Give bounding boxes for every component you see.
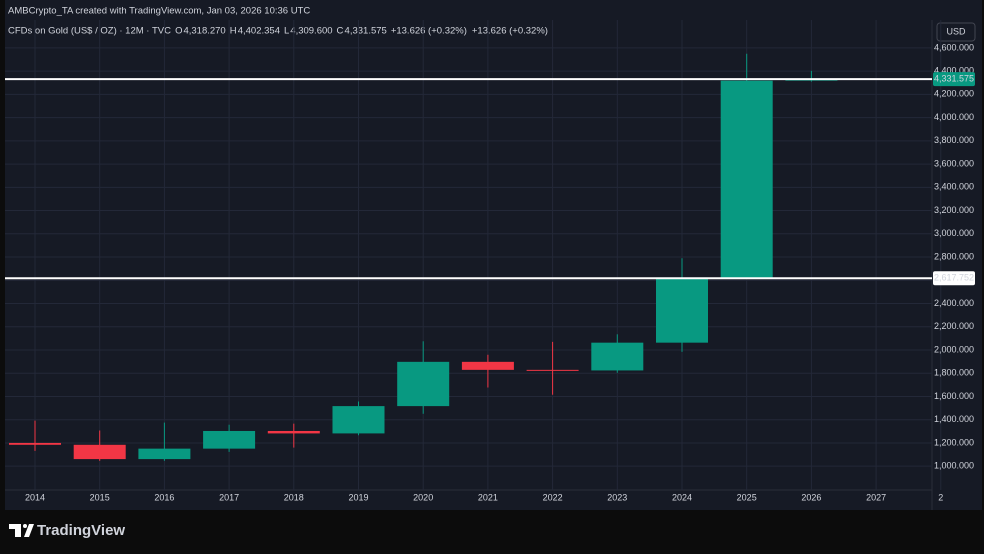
y-tick-label: 2,000.000 <box>934 344 974 354</box>
candle-body <box>9 442 61 445</box>
y-tick-label: 1,200.000 <box>934 437 974 447</box>
logo <box>9 524 34 537</box>
y-tick-label: 1,600.000 <box>934 391 974 401</box>
x-tick-label: 2023 <box>607 492 627 502</box>
currency-button[interactable] <box>936 22 976 42</box>
ohlc-value: 4,402.354 <box>238 26 280 37</box>
price-label-box <box>933 271 975 286</box>
candle-body <box>138 448 191 460</box>
candle-body <box>720 80 773 278</box>
ohlc-value: 4,331.575 <box>345 26 387 37</box>
x-tick-label: 2 <box>938 492 943 502</box>
candle-body <box>397 361 450 407</box>
ohlc-value: 4,309.600 <box>290 26 332 37</box>
ohlc-key: H <box>230 26 237 37</box>
y-tick-label: 4,600.000 <box>934 42 974 52</box>
x-tick-label: 2027 <box>866 492 886 502</box>
grid <box>5 20 942 490</box>
y-tick-label: 3,200.000 <box>934 205 974 215</box>
x-tick-label: 2022 <box>543 492 563 502</box>
x-tick-label: 2018 <box>284 492 304 502</box>
x-tick-label: 2021 <box>478 492 498 502</box>
x-tick-label: 2024 <box>672 492 692 502</box>
ohlc-key: O <box>175 26 182 37</box>
x-tick-label: 2016 <box>154 492 174 502</box>
brand: TradingView <box>37 522 125 539</box>
symbol: CFDs on Gold (US$ / OZ) · 12M · TVC <box>8 26 171 37</box>
ohlc-key: L <box>284 26 289 37</box>
currency[interactable]: USD <box>946 26 966 36</box>
candle-body <box>526 369 579 371</box>
ohlc-value: 4,318.270 <box>183 26 225 37</box>
y-tick-label: 2,400.000 <box>934 298 974 308</box>
y-tick-label: 1,000.000 <box>934 461 974 471</box>
candle-body <box>591 342 644 371</box>
chart-panel <box>5 0 982 510</box>
candle-body <box>267 430 320 434</box>
y-tick-label: 4,200.000 <box>934 89 974 99</box>
candle-body <box>203 430 256 449</box>
x-tick-label: 2025 <box>737 492 757 502</box>
y-tick-label: 1,800.000 <box>934 368 974 378</box>
candle-body <box>73 444 126 460</box>
x-tick-label: 2017 <box>219 492 239 502</box>
price-label: 2,617.752 <box>934 273 974 283</box>
price-label-box <box>933 72 975 87</box>
y-tick-label: 2,800.000 <box>934 251 974 261</box>
y-tick-label: 1,400.000 <box>934 414 974 424</box>
candle-body <box>461 361 514 370</box>
logo-dot <box>23 524 27 528</box>
logo-mark <box>9 524 34 537</box>
y-tick-label: 3,400.000 <box>934 182 974 192</box>
y-tick-label: 3,800.000 <box>934 135 974 145</box>
ohlc-key: C <box>337 26 344 37</box>
candle-body <box>656 277 708 343</box>
x-tick-label: 2019 <box>348 492 368 502</box>
change: +13.626 (+0.32%) <box>391 26 467 37</box>
y-tick-label: 4,000.000 <box>934 112 974 122</box>
x-tick-label: 2014 <box>25 492 45 502</box>
change: +13.626 (+0.32%) <box>472 26 548 37</box>
x-tick-label: 2015 <box>90 492 110 502</box>
y-tick-label: 2,200.000 <box>934 321 974 331</box>
x-tick-label: 2020 <box>413 492 433 502</box>
x-tick-label: 2026 <box>801 492 821 502</box>
y-tick-label: 4,400.000 <box>934 65 974 75</box>
y-tick-label: 3,000.000 <box>934 228 974 238</box>
price-label: 4,331.575 <box>934 73 974 83</box>
attribution: AMBCrypto_TA created with TradingView.co… <box>8 6 310 17</box>
candle-body <box>332 406 385 434</box>
y-tick-label: 3,600.000 <box>934 158 974 168</box>
